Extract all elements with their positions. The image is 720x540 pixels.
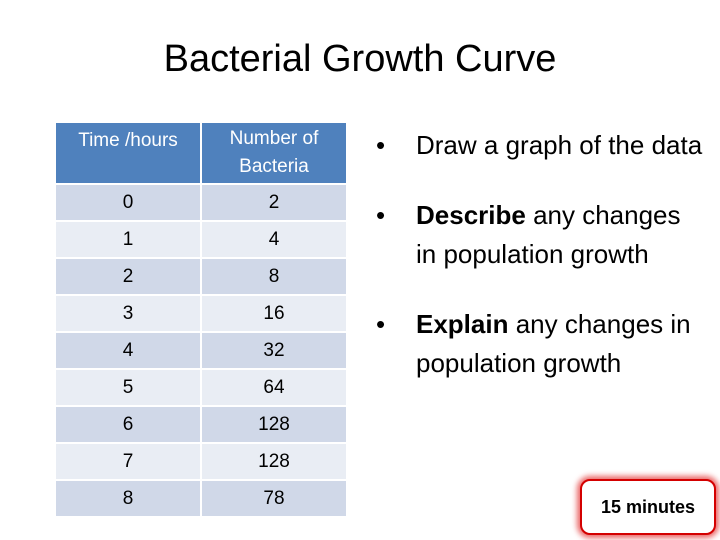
- bullet-dot-icon: •: [376, 130, 386, 160]
- task-text: Draw a graph of the data: [416, 126, 706, 165]
- task-rest: any changes in population growth: [416, 200, 681, 269]
- cell-bacteria: 32: [202, 333, 346, 368]
- bullet-dot-icon: •: [376, 309, 386, 339]
- table-row: 5 64: [56, 370, 346, 405]
- header-bacteria: Number of Bacteria: [202, 123, 346, 183]
- cell-bacteria: 78: [202, 481, 346, 516]
- task-text: Describe any changes in population growt…: [416, 196, 706, 274]
- cell-bacteria: 128: [202, 444, 346, 479]
- task-item-explain: • Explain any changes in population grow…: [376, 305, 706, 383]
- task-rest: any changes in population growth: [416, 309, 691, 378]
- cell-bacteria: 2: [202, 185, 346, 220]
- cell-bacteria: 8: [202, 259, 346, 294]
- cell-time: 0: [56, 185, 200, 220]
- task-rest: Draw a graph of the data: [416, 130, 703, 160]
- table-row: 0 2: [56, 185, 346, 220]
- task-keyword: Explain: [416, 309, 509, 339]
- task-list: • Draw a graph of the data • Describe an…: [376, 126, 706, 414]
- table-row: 7 128: [56, 444, 346, 479]
- cell-bacteria: 64: [202, 370, 346, 405]
- cell-time: 2: [56, 259, 200, 294]
- slide-title: Bacterial Growth Curve: [163, 38, 557, 80]
- table-header-row: Time /hours Number of Bacteria: [56, 123, 346, 183]
- cell-time: 3: [56, 296, 200, 331]
- task-item-draw: • Draw a graph of the data: [376, 126, 706, 165]
- header-time: Time /hours: [56, 123, 200, 183]
- table-row: 2 8: [56, 259, 346, 294]
- cell-time: 1: [56, 222, 200, 257]
- cell-time: 5: [56, 370, 200, 405]
- cell-time: 4: [56, 333, 200, 368]
- table-row: 8 78: [56, 481, 346, 516]
- table-row: 1 4: [56, 222, 346, 257]
- cell-time: 8: [56, 481, 200, 516]
- data-table: Time /hours Number of Bacteria 0 2 1 4 2…: [54, 121, 348, 518]
- timer-badge: 15 minutes: [580, 479, 716, 535]
- task-keyword: Describe: [416, 200, 526, 230]
- cell-time: 6: [56, 407, 200, 442]
- table-row: 3 16: [56, 296, 346, 331]
- table-row: 4 32: [56, 333, 346, 368]
- task-item-describe: • Describe any changes in population gro…: [376, 196, 706, 274]
- cell-bacteria: 4: [202, 222, 346, 257]
- cell-bacteria: 128: [202, 407, 346, 442]
- cell-time: 7: [56, 444, 200, 479]
- bullet-dot-icon: •: [376, 200, 386, 230]
- cell-bacteria: 16: [202, 296, 346, 331]
- table-row: 6 128: [56, 407, 346, 442]
- task-text: Explain any changes in population growth: [416, 305, 706, 383]
